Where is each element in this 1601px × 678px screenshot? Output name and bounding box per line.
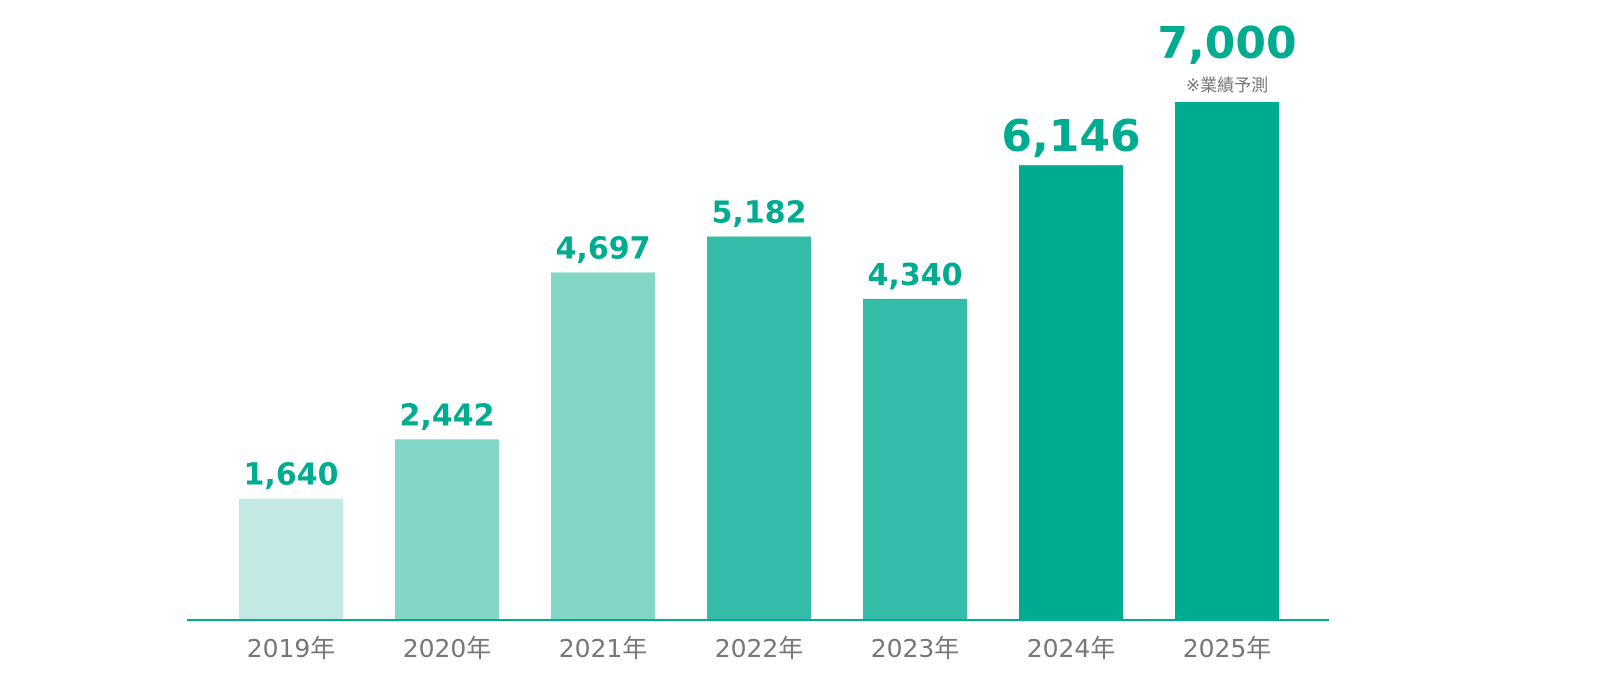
value-label-0: 1,640 <box>244 458 339 493</box>
bar-6 <box>1175 102 1279 620</box>
x-tick-label-3: 2022年 <box>715 634 804 663</box>
annotations-layer: ※業績予測 <box>1186 76 1268 96</box>
x-tick-label-6: 2025年 <box>1183 634 1272 663</box>
value-label-3: 5,182 <box>712 196 807 231</box>
bars-layer <box>239 102 1279 621</box>
x-tick-label-0: 2019年 <box>247 634 336 663</box>
annotation-forecast-note: ※業績予測 <box>1186 76 1268 96</box>
bar-5 <box>1019 165 1123 621</box>
bar-2 <box>551 272 655 620</box>
tick-labels-layer: 2019年 2020年 2021年 2022年 2023年 2024年 2025年 <box>247 634 1272 663</box>
bar-4 <box>863 298 967 620</box>
value-label-5: 6,146 <box>1001 111 1140 162</box>
x-tick-label-4: 2023年 <box>871 634 960 663</box>
value-labels-layer: 1,640 2,442 4,697 5,182 4,340 6,146 7,000 <box>244 18 1297 493</box>
x-tick-label-2: 2021年 <box>559 634 648 663</box>
x-tick-label-5: 2024年 <box>1027 634 1116 663</box>
x-tick-label-1: 2020年 <box>403 634 492 663</box>
value-label-1: 2,442 <box>400 398 495 433</box>
bar-3 <box>707 236 811 621</box>
value-label-6: 7,000 <box>1157 18 1296 69</box>
bar-1 <box>395 439 499 620</box>
value-label-4: 4,340 <box>868 258 963 293</box>
bar-0 <box>239 498 343 620</box>
value-label-2: 4,697 <box>556 231 651 266</box>
